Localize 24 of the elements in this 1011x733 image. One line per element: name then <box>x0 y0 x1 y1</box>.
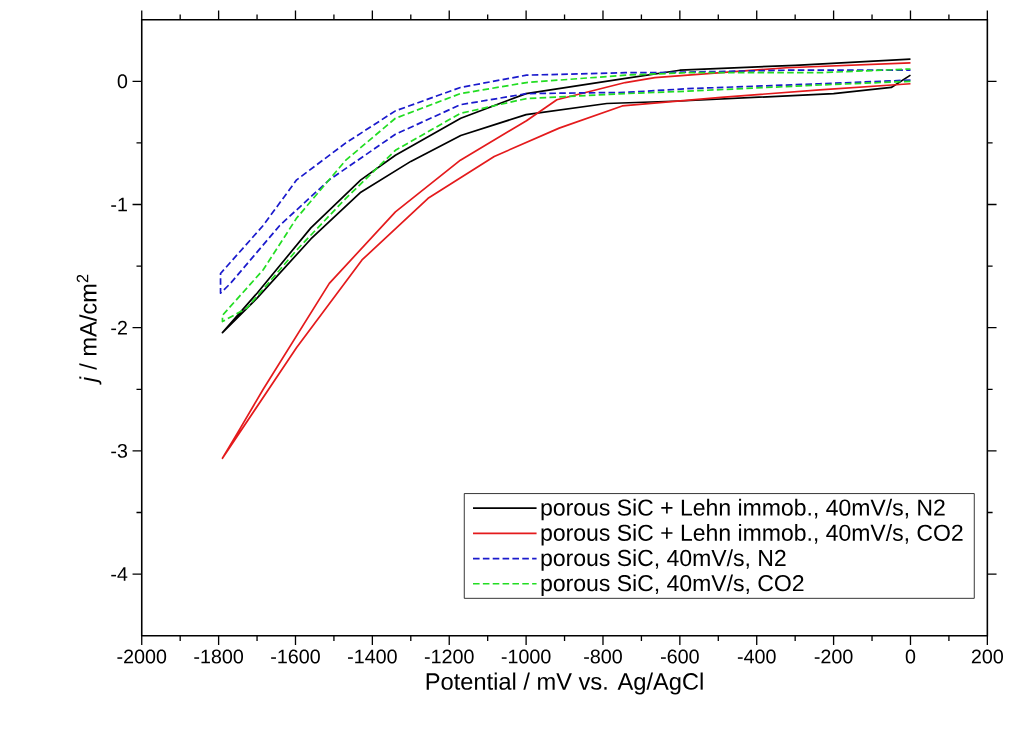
x-tick-label: -2000 <box>117 649 167 664</box>
x-tick-label: -1000 <box>501 649 551 664</box>
x-axis-title: Potential / mV vs. Ag/AgCl <box>426 672 703 695</box>
y-axis-title: j / mA/cm$^{2}$ <box>76 274 102 385</box>
x-tick-label: 200 <box>971 649 1003 664</box>
x-tick-label: -400 <box>737 649 776 664</box>
y-tick-label: -2 <box>111 320 127 335</box>
legend-label: porous SiC, 40mV/s, N2 <box>541 549 786 571</box>
x-tick-label: -1800 <box>194 649 244 664</box>
x-tick-label: -1200 <box>424 649 474 664</box>
y-tick-label: -4 <box>111 567 128 581</box>
x-tick-label: -1400 <box>348 649 397 664</box>
x-tick-label: -600 <box>661 649 699 664</box>
y-tick-label: -3 <box>111 443 128 458</box>
line-series <box>221 61 912 460</box>
legend-label: porous SiC, 40mV/s, CO2 <box>541 574 804 596</box>
legend-label: porous SiC + Lehn immob., 40mV/s, N2 <box>541 498 945 521</box>
x-tick-label: -800 <box>584 649 622 664</box>
x-tick-label: -200 <box>814 649 853 664</box>
legend-label: porous SiC + Lehn immob., 40mV/s, CO2 <box>541 523 963 546</box>
x-tick-label: -1600 <box>271 649 320 664</box>
x-tick-label: 0 <box>905 649 916 664</box>
y-tick-label: -1 <box>111 197 127 212</box>
y-tick-label: 0 <box>117 74 128 89</box>
